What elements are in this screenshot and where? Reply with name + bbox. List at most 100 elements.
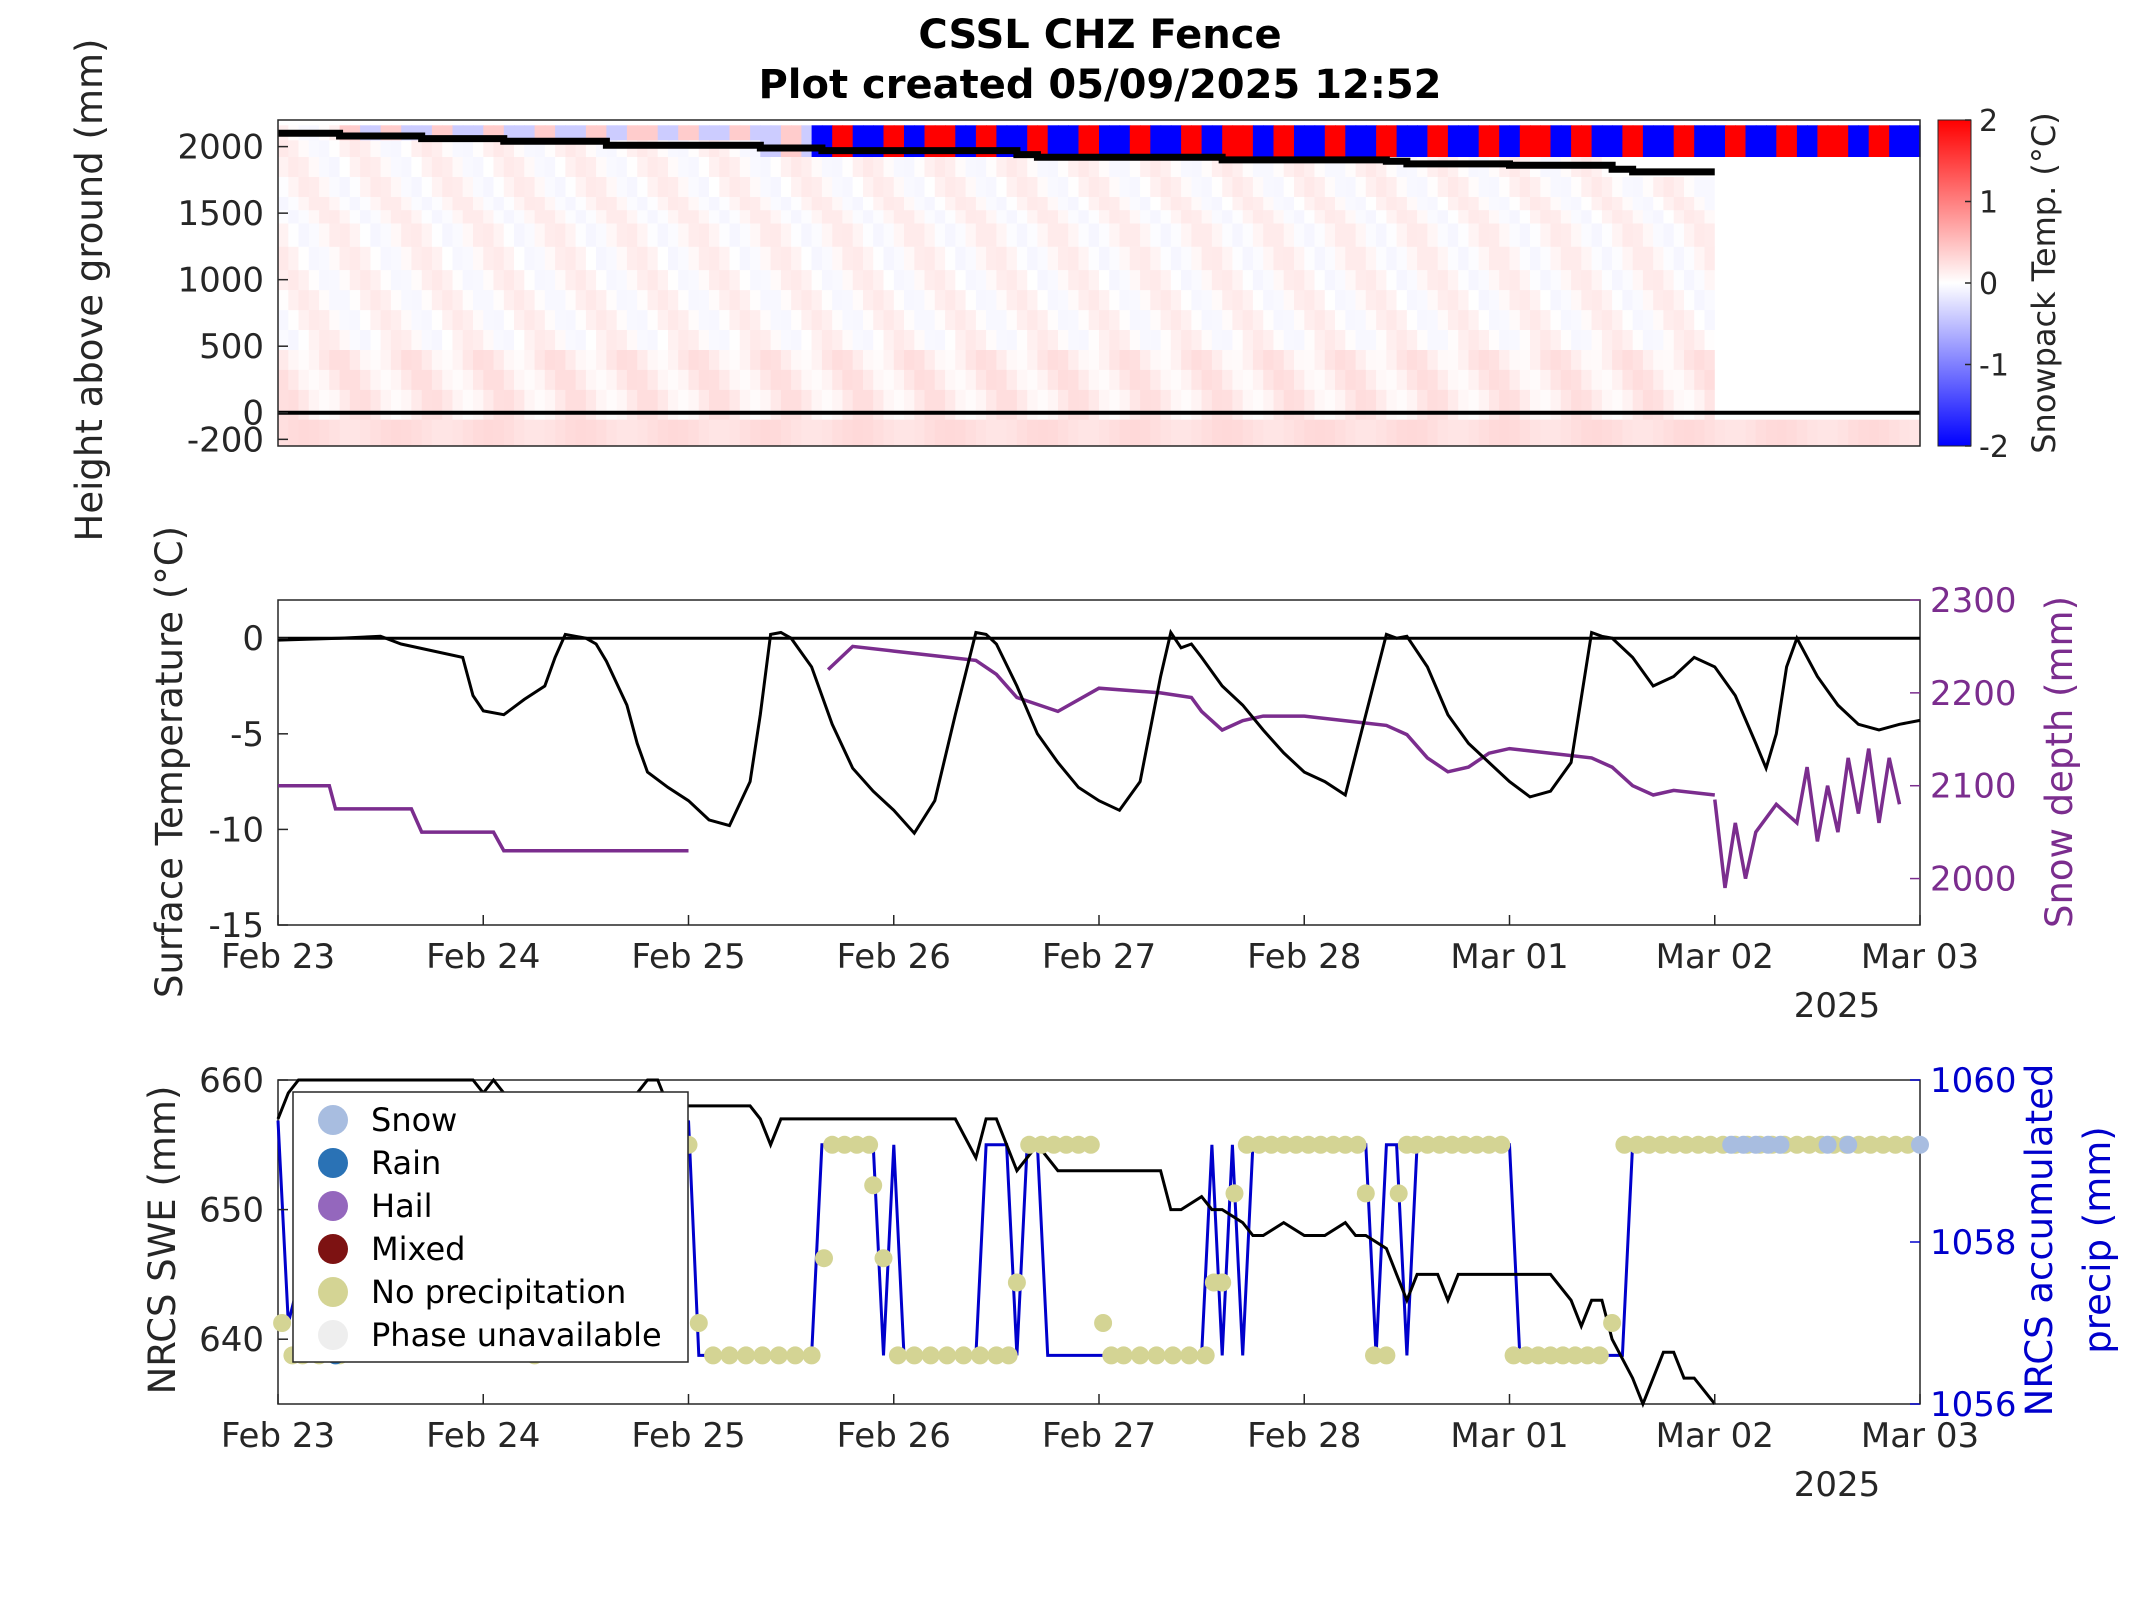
heatmap-cell [1211, 176, 1223, 197]
precip-y-tick-label: 1056 [1930, 1385, 2017, 1425]
heatmap-cell [514, 196, 525, 211]
heatmap-cell [965, 269, 977, 291]
heatmap-cell [852, 309, 864, 330]
heatmap-cell [1027, 419, 1039, 447]
heatmap-cell [1099, 329, 1110, 350]
heatmap-cell [904, 125, 915, 141]
heatmap-cell [1294, 246, 1305, 271]
heatmap-cell [606, 329, 618, 350]
heatmap-cell [1355, 156, 1367, 177]
heatmap-cell [1591, 125, 1603, 141]
heatmap-cell [811, 176, 823, 197]
heatmap-cell [821, 309, 833, 330]
heatmap-cell [1314, 156, 1326, 177]
heatmap-cell [1889, 176, 1901, 197]
heatmap-cell [1540, 176, 1552, 197]
heatmap-cell [1704, 289, 1716, 311]
heatmap-cell [1437, 196, 1449, 211]
heatmap-cell [657, 349, 669, 370]
heatmap-cell [1612, 196, 1623, 211]
heatmap-cell [1745, 349, 1757, 370]
heatmap-cell [452, 269, 464, 291]
heatmap-cell [626, 196, 638, 211]
heatmap-cell [1150, 269, 1162, 291]
heatmap-cell [1899, 349, 1911, 370]
heatmap-cell [544, 349, 556, 370]
heatmap-cell [298, 196, 310, 211]
heatmap-cell [1684, 369, 1695, 390]
heatmap-cell [934, 289, 946, 311]
heatmap-cell [668, 309, 679, 330]
heatmap-cell [1899, 246, 1911, 271]
heatmap-cell [1427, 209, 1439, 224]
heatmap-cell [544, 125, 556, 141]
heatmap-cell [1294, 209, 1305, 224]
heatmap-cell [1037, 389, 1049, 420]
heatmap-cell [1879, 269, 1890, 291]
heatmap-cell [278, 309, 289, 330]
heatmap-cell [1027, 209, 1039, 224]
heatmap-cell [975, 389, 987, 420]
heatmap-cell [1909, 389, 1921, 420]
heatmap-cell [709, 419, 720, 447]
heatmap-cell [1673, 156, 1685, 177]
heatmap-cell [668, 196, 679, 211]
heatmap-cell [1909, 369, 1921, 390]
heatmap-cell [1663, 156, 1675, 177]
heatmap-cell [698, 289, 710, 311]
heatmap-cell [1314, 309, 1326, 330]
heatmap-cell [1119, 389, 1131, 420]
heatmap-cell [1016, 309, 1028, 330]
heatmap-cell [1776, 369, 1788, 390]
surface-temp-x-tick-label: Mar 02 [1656, 937, 1774, 977]
heatmap-cell [1673, 309, 1685, 330]
heatmap-cell [1191, 125, 1203, 141]
heatmap-cell [1396, 209, 1408, 224]
colorbar-label: Snowpack Temp. (°C) [2025, 112, 2063, 454]
heatmap-cell [1796, 289, 1808, 311]
heatmap-cell [1027, 269, 1039, 291]
heatmap-cell [1868, 419, 1880, 447]
heatmap-cell [1899, 196, 1911, 211]
heatmap-cell [1663, 389, 1675, 420]
heatmap-cell [1858, 176, 1870, 197]
heatmap-cell [1263, 389, 1275, 420]
heatmap-cell [1735, 176, 1747, 197]
heatmap-cell [1837, 289, 1849, 311]
heatmap-cell [606, 223, 618, 247]
heatmap-cell [811, 125, 823, 141]
heatmap-cell [1755, 289, 1767, 311]
heatmap-cell [329, 209, 341, 224]
heatmap-cell [945, 125, 956, 141]
heatmap-cell [1879, 419, 1890, 447]
heatmap-cell [770, 389, 782, 420]
heatmap-cell [1868, 196, 1880, 211]
heatmap-cell [739, 246, 751, 271]
heatmap-cell [719, 369, 731, 390]
heatmap-cell [1252, 349, 1264, 370]
heatmap-cell [637, 289, 649, 311]
heatmap-cell [1786, 209, 1798, 224]
heatmap-cell [1530, 196, 1541, 211]
surface-temp-year: 2025 [1794, 986, 1881, 1026]
heatmap-cell [1571, 176, 1582, 197]
heatmap-cell [298, 269, 310, 291]
heatmap-cell [1324, 246, 1336, 271]
heatmap-cell [1591, 419, 1603, 447]
heatmap-cell [339, 309, 351, 330]
heatmap-cell [852, 389, 864, 420]
heatmap-cell [1109, 369, 1121, 390]
heatmap-cell [904, 156, 915, 177]
heatmap-cell [1376, 269, 1387, 291]
heatmap-cell [349, 246, 361, 271]
heatmap-cell [298, 209, 310, 224]
heatmap-cell [585, 196, 597, 211]
heatmap-cell [1140, 176, 1151, 197]
heatmap-cell [719, 223, 731, 247]
heatmap-cell [945, 176, 956, 197]
heatmap-cell [1140, 419, 1151, 447]
heatmap-cell [575, 349, 587, 370]
heatmap-cell [1509, 289, 1521, 311]
heatmap-cell [1099, 176, 1110, 197]
heatmap-cell [1170, 329, 1182, 350]
